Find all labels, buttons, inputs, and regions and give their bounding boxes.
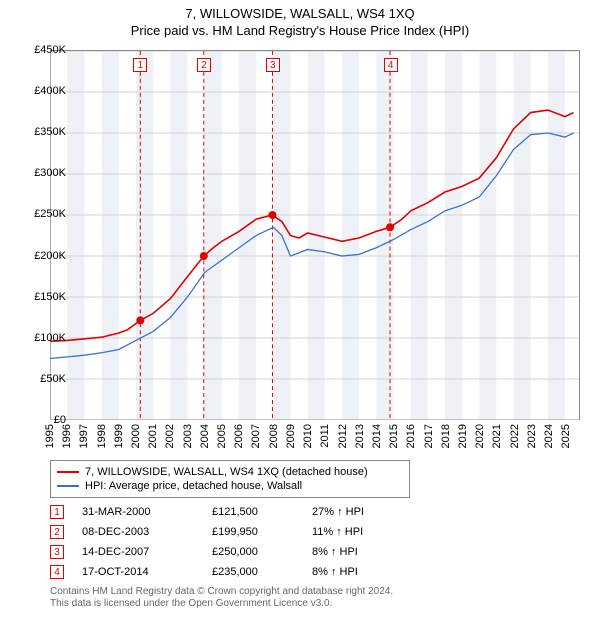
datapoint-price: £121,500 [212, 506, 312, 518]
legend-swatch [57, 471, 79, 473]
datapoint-table: 1 31-MAR-2000£121,50027% ↑ HPI 2 08-DEC-200… [50, 502, 364, 582]
x-tick-label: 2019 [457, 424, 469, 448]
datapoint-pct: 8% ↑ HPI [312, 546, 358, 558]
x-tick-label: 2018 [440, 424, 452, 448]
x-tick-label: 1997 [78, 424, 90, 448]
datapoint-price: £199,950 [212, 526, 312, 538]
datapoint-row: 4 17-OCT-2014£235,0008% ↑ HPI [50, 562, 364, 582]
x-tick-label: 2025 [560, 424, 572, 448]
legend-item: 7, WILLOWSIDE, WALSALL, WS4 1XQ (detache… [57, 465, 403, 479]
title-address: 7, WILLOWSIDE, WALSALL, WS4 1XQ [0, 6, 600, 21]
x-tick-label: 2013 [354, 424, 366, 448]
datapoint-marker: 4 [50, 565, 64, 579]
x-tick-label: 2014 [371, 424, 383, 448]
y-tick-label: £400K [16, 85, 66, 97]
x-tick-label: 2016 [405, 424, 417, 448]
legend-item: HPI: Average price, detached house, Wals… [57, 479, 403, 493]
datapoint-date: 08-DEC-2003 [82, 526, 212, 538]
datapoint-pct: 8% ↑ HPI [312, 566, 358, 578]
x-tick-label: 2017 [423, 424, 435, 448]
datapoint-marker: 1 [50, 505, 64, 519]
x-tick-label: 2007 [250, 424, 262, 448]
y-tick-label: £200K [16, 250, 66, 262]
y-tick-label: £150K [16, 291, 66, 303]
chart-marker-box: 4 [384, 58, 398, 72]
x-tick-label: 2006 [233, 424, 245, 448]
x-tick-label: 2021 [491, 424, 503, 448]
x-tick-label: 2002 [164, 424, 176, 448]
chart-marker-box: 1 [133, 58, 147, 72]
x-tick-label: 1998 [96, 424, 108, 448]
x-tick-label: 2000 [130, 424, 142, 448]
y-tick-label: £100K [16, 332, 66, 344]
title-subtitle: Price paid vs. HM Land Registry's House … [0, 23, 600, 38]
chart-container: 7, WILLOWSIDE, WALSALL, WS4 1XQ Price pa… [0, 0, 600, 620]
x-tick-label: 2024 [543, 424, 555, 448]
datapoint-marker: 3 [50, 545, 64, 559]
legend: 7, WILLOWSIDE, WALSALL, WS4 1XQ (detache… [50, 460, 410, 498]
legend-label: 7, WILLOWSIDE, WALSALL, WS4 1XQ (detache… [85, 465, 368, 479]
x-tick-label: 1995 [44, 424, 56, 448]
datapoint-row: 2 08-DEC-2003£199,95011% ↑ HPI [50, 522, 364, 542]
datapoint-price: £250,000 [212, 546, 312, 558]
x-tick-label: 2015 [388, 424, 400, 448]
x-tick-label: 2010 [302, 424, 314, 448]
chart-marker-box: 2 [197, 58, 211, 72]
datapoint-pct: 11% ↑ HPI [312, 526, 363, 538]
legend-swatch [57, 485, 79, 487]
datapoint-date: 17-OCT-2014 [82, 566, 212, 578]
datapoint-date: 14-DEC-2007 [82, 546, 212, 558]
x-tick-label: 2012 [337, 424, 349, 448]
x-tick-label: 2022 [509, 424, 521, 448]
x-tick-label: 1996 [61, 424, 73, 448]
chart-area [50, 50, 580, 420]
x-tick-label: 2011 [319, 424, 331, 448]
chart-svg [50, 51, 579, 420]
y-tick-label: £350K [16, 126, 66, 138]
x-tick-label: 2023 [526, 424, 538, 448]
x-tick-label: 2001 [147, 424, 159, 448]
legend-label: HPI: Average price, detached house, Wals… [85, 479, 302, 493]
y-tick-label: £0 [16, 414, 66, 426]
footer-line: This data is licensed under the Open Gov… [50, 598, 393, 610]
x-tick-label: 2020 [474, 424, 486, 448]
title-block: 7, WILLOWSIDE, WALSALL, WS4 1XQ Price pa… [0, 0, 600, 38]
footer: Contains HM Land Registry data © Crown c… [50, 586, 393, 610]
datapoint-date: 31-MAR-2000 [82, 506, 212, 518]
y-tick-label: £450K [16, 44, 66, 56]
x-tick-label: 2003 [182, 424, 194, 448]
datapoint-marker: 2 [50, 525, 64, 539]
x-tick-label: 2009 [285, 424, 297, 448]
x-tick-label: 2005 [216, 424, 228, 448]
datapoint-pct: 27% ↑ HPI [312, 506, 364, 518]
y-tick-label: £50K [16, 373, 66, 385]
x-tick-label: 2004 [199, 424, 211, 448]
y-tick-label: £250K [16, 208, 66, 220]
y-tick-label: £300K [16, 167, 66, 179]
datapoint-price: £235,000 [212, 566, 312, 578]
x-tick-label: 1999 [113, 424, 125, 448]
datapoint-row: 3 14-DEC-2007£250,0008% ↑ HPI [50, 542, 364, 562]
footer-line: Contains HM Land Registry data © Crown c… [50, 586, 393, 598]
chart-marker-box: 3 [266, 58, 280, 72]
x-tick-label: 2008 [268, 424, 280, 448]
datapoint-row: 1 31-MAR-2000£121,50027% ↑ HPI [50, 502, 364, 522]
